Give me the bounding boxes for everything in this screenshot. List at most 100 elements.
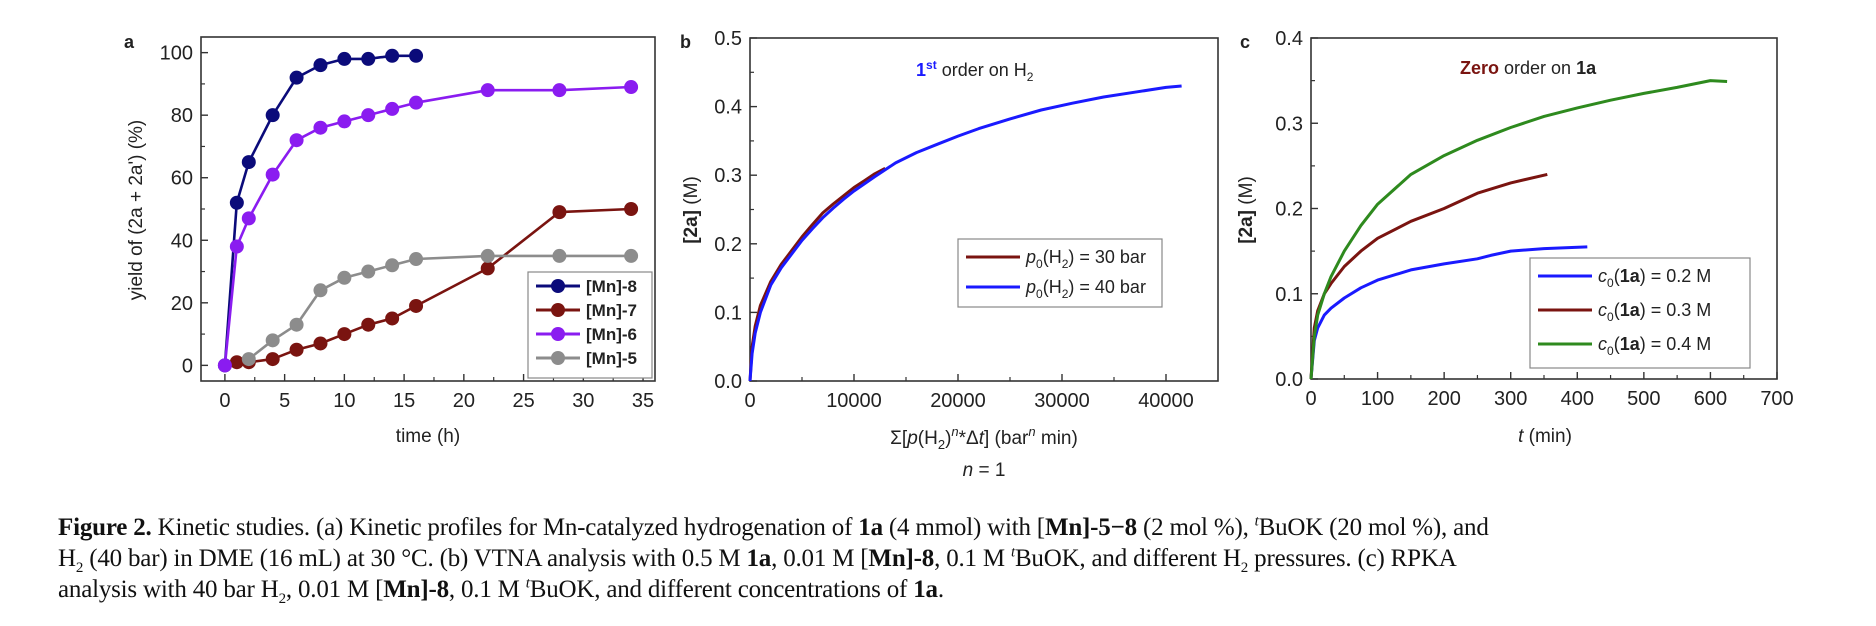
x-tick-label: 0	[1305, 388, 1316, 410]
y-tick-label: 0.3	[714, 165, 742, 187]
data-point	[337, 51, 352, 66]
legend-marker	[551, 327, 565, 341]
data-point	[409, 48, 424, 63]
caption-text: (2 mol %),	[1136, 514, 1255, 541]
data-point	[289, 342, 304, 357]
x-axis-label-a: time (h)	[396, 426, 460, 447]
legend-label: [Mn]-5	[586, 349, 637, 368]
data-point	[313, 120, 328, 135]
x-tick-label: 0	[744, 390, 755, 412]
y-axis-label-b: [2a] (M)	[681, 176, 702, 244]
data-point	[552, 248, 567, 263]
caption-text: BuOK, and different concentrations of	[529, 576, 914, 603]
data-point	[385, 258, 400, 273]
caption-sub: 2	[278, 591, 287, 607]
caption-text: Kinetic studies. (a) Kinetic profiles fo…	[151, 514, 859, 541]
panel-label-a: a	[124, 32, 135, 52]
caption-text: , 0.01 M [	[771, 545, 869, 572]
legend-label: [Mn]-6	[586, 325, 637, 344]
x-tick-label: 5	[279, 390, 290, 412]
data-point	[265, 333, 280, 348]
caption-text: (40 bar) in DME (16 mL) at 30 °C. (b) VT…	[83, 545, 747, 572]
data-point	[313, 336, 328, 351]
data-point	[361, 51, 376, 66]
panel-label-c: c	[1240, 32, 1250, 52]
y-tick-label: 0.2	[1275, 199, 1303, 221]
y-tick-label: 0.0	[1275, 369, 1303, 391]
x-tick-label: 25	[512, 390, 534, 412]
y-tick-label: 0.1	[1275, 284, 1303, 306]
y-tick-label: 0.1	[714, 302, 742, 324]
y-tick-label: 0.3	[1275, 113, 1303, 135]
caption-sub: 2	[1240, 560, 1249, 576]
x-axis-label-b: Σ[p(H2)n*Δt] (barn min)	[890, 424, 1078, 452]
panel-label-b: b	[680, 32, 691, 52]
legend-label: [Mn]-8	[586, 277, 637, 296]
legend-label: p0(H2) = 40 bar	[1025, 277, 1146, 301]
x-tick-label: 600	[1694, 388, 1727, 410]
data-point	[624, 248, 639, 263]
caption-catalyst: Mn	[1044, 514, 1083, 541]
caption-text: .	[937, 576, 944, 603]
x-tick-label: 400	[1561, 388, 1594, 410]
caption-sup: t	[1254, 513, 1259, 530]
y-axis-label-a: yield of (2a + 2a') (%)	[126, 120, 147, 301]
x-tick-label: 700	[1760, 388, 1793, 410]
series-line-c0-1a-0-3-m	[1309, 172, 1548, 380]
y-tick-label: 0.0	[714, 371, 742, 393]
data-point	[241, 352, 256, 367]
caption-compound: 1a	[746, 545, 772, 572]
caption-text: analysis with 40 bar H	[58, 576, 279, 603]
y-tick-label: 20	[171, 293, 193, 315]
series-line-p0-h2-40-bar	[748, 84, 1182, 382]
data-point	[289, 133, 304, 148]
data-point	[385, 311, 400, 326]
plot-area-a: 0 20 40 60 80 100 0 5 10 15 20 25 30 35 [Mn]-8 [Mn]-7 [M…	[160, 36, 656, 412]
x-tick-label: 300	[1494, 388, 1527, 410]
x-tick-label: 0	[219, 390, 230, 412]
x-axis-note-b: n = 1	[963, 460, 1006, 481]
data-point	[409, 95, 424, 110]
data-point	[480, 248, 495, 263]
y-tick-label: 100	[160, 43, 193, 65]
caption-catalyst-num: ]-8	[420, 576, 449, 603]
caption-compound: 1a	[858, 514, 883, 541]
data-point	[409, 252, 424, 267]
data-point	[361, 108, 376, 123]
series-line-c0-1a-0-4-m	[1309, 79, 1728, 380]
x-tick-label: 30	[572, 390, 594, 412]
caption-text: BuOK (20 mol %), and	[1258, 514, 1489, 541]
legend-label: [Mn]-7	[586, 301, 637, 320]
data-point	[313, 283, 328, 298]
legend-label: c0(1a) = 0.4 M	[1598, 334, 1711, 358]
data-point	[361, 264, 376, 279]
data-point	[337, 270, 352, 285]
caption-catalyst: Mn	[868, 545, 906, 572]
data-point	[480, 83, 495, 98]
data-point	[229, 195, 244, 210]
x-tick-label: 35	[632, 390, 654, 412]
caption-text: , 0.01 M [	[285, 576, 384, 603]
data-point	[217, 358, 232, 373]
data-point	[624, 80, 639, 95]
caption-line-2: H2 (40 bar) in DME (16 mL) at 30 °C. (b)…	[58, 543, 1858, 576]
data-point	[229, 239, 244, 254]
legend-label: p0(H2) = 30 bar	[1025, 247, 1146, 271]
y-axis-label-c: [2a] (M)	[1236, 176, 1257, 244]
legend-marker	[551, 351, 565, 365]
panel-a-chart: a yield of (2a + 2a') (%) time (h) 0 20 40…	[124, 32, 656, 447]
caption-compound: 1a	[913, 576, 938, 603]
series-line-c0-1a-0-2-m	[1309, 245, 1588, 380]
panel-b-chart: b [2a] (M) Σ[p(H2)n*Δt] (barn min) n = 1…	[680, 28, 1219, 481]
data-point	[552, 205, 567, 220]
data-point	[313, 58, 328, 73]
y-tick-label: 80	[171, 105, 193, 127]
y-tick-label: 0	[182, 355, 193, 377]
x-tick-label: 500	[1627, 388, 1660, 410]
data-point	[241, 155, 256, 170]
y-tick-label: 0.4	[1275, 28, 1303, 50]
plot-area-b: 0.0 0.1 0.2 0.3 0.4 0.5 0 10000 20000 30000 40000 p…	[714, 28, 1219, 412]
legend-marker	[551, 303, 565, 317]
data-point	[289, 317, 304, 332]
data-point	[361, 317, 376, 332]
